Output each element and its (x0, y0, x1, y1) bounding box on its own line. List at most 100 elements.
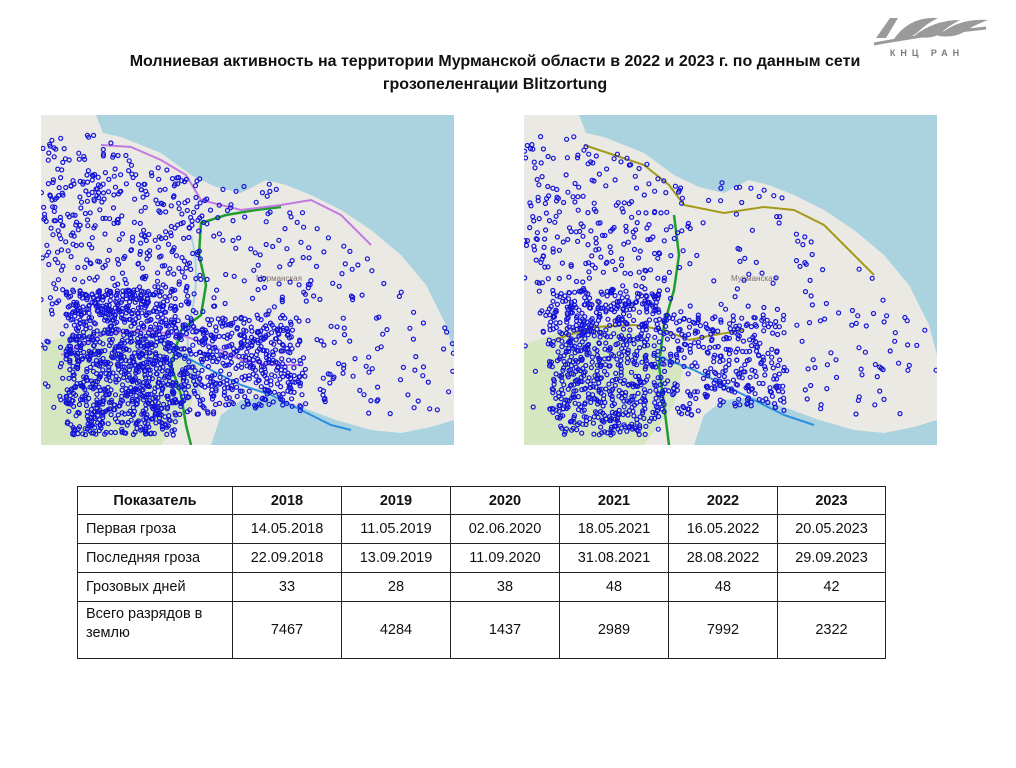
strike-point (872, 361, 878, 368)
strike-point (645, 236, 651, 243)
strike-point (171, 399, 177, 405)
strike-point (180, 369, 186, 375)
strike-point (735, 336, 741, 342)
strike-point (297, 407, 303, 414)
strike-point (550, 313, 556, 319)
strike-point (111, 348, 118, 354)
strike-point (50, 232, 56, 238)
strike-point (642, 286, 648, 292)
strike-point (664, 287, 671, 293)
strike-point (556, 247, 563, 253)
strike-point (543, 227, 549, 233)
strike-point (197, 401, 203, 407)
strike-point (211, 303, 217, 309)
strike-point (817, 318, 823, 324)
strike-point (748, 403, 754, 409)
strike-point (774, 348, 780, 354)
strike-point (618, 262, 625, 269)
strike-point (150, 292, 156, 298)
strike-point (739, 375, 745, 381)
strike-point (758, 360, 764, 367)
strike-point (91, 196, 97, 202)
strike-point (110, 205, 117, 211)
strike-point (350, 373, 356, 379)
strike-point (141, 181, 147, 187)
strike-point (83, 398, 89, 404)
strike-point (849, 322, 855, 328)
strike-point (264, 348, 270, 354)
strike-point (52, 256, 58, 262)
strike-point (685, 389, 691, 395)
strike-point (149, 333, 156, 339)
strike-point (760, 380, 766, 387)
strike-point (761, 328, 767, 334)
strike-point (155, 284, 161, 290)
strike-point (155, 314, 161, 320)
strike-point (78, 205, 84, 211)
row-label: Первая гроза (77, 514, 233, 544)
strike-point (544, 195, 550, 202)
strike-point (156, 234, 163, 240)
strike-point (106, 216, 113, 222)
strike-point (257, 252, 263, 258)
strike-point (115, 356, 121, 362)
strike-point (129, 398, 135, 404)
strike-point (554, 358, 561, 364)
strike-point (619, 395, 625, 401)
strike-point (663, 317, 670, 323)
strike-point (589, 253, 595, 259)
strike-point (229, 341, 235, 348)
strike-point (287, 319, 294, 325)
strike-point (280, 312, 286, 319)
strike-point (94, 186, 101, 192)
strike-point (153, 420, 159, 426)
strike-point (737, 258, 743, 264)
strike-point (573, 314, 580, 321)
strike-point (303, 401, 309, 407)
strike-point (119, 337, 125, 343)
strike-point (905, 367, 911, 373)
strike-point (139, 265, 146, 271)
strike-point (571, 343, 578, 349)
strike-point (194, 328, 200, 334)
strike-point (646, 221, 652, 228)
strike-point (106, 302, 112, 308)
strike-point (86, 395, 92, 401)
strike-point (585, 395, 592, 401)
strike-point (812, 365, 818, 371)
strike-point (220, 186, 226, 193)
strike-point (115, 261, 122, 267)
strike-point (733, 211, 739, 217)
strike-point (46, 150, 52, 156)
strike-point (264, 193, 270, 199)
strike-point (191, 388, 197, 394)
strike-point (111, 354, 117, 360)
strike-point (206, 322, 213, 328)
strike-point (251, 267, 257, 273)
strike-point (97, 371, 104, 377)
strike-point (626, 425, 632, 431)
strike-point (524, 343, 528, 349)
strike-point (420, 320, 426, 326)
strike-point (434, 407, 440, 413)
strike-point (211, 411, 217, 417)
strike-point (580, 421, 586, 427)
strike-point (164, 382, 171, 388)
strike-point (138, 187, 145, 193)
strike-point (872, 402, 878, 408)
strike-point (68, 183, 74, 189)
strike-point (559, 425, 565, 431)
strike-point (77, 347, 83, 353)
strike-point (306, 255, 312, 261)
strike-point (73, 413, 79, 419)
strike-point (320, 375, 326, 381)
strike-point (587, 416, 593, 422)
strike-point (95, 174, 101, 180)
strike-point (686, 317, 692, 323)
strike-point (804, 396, 810, 402)
strike-point (709, 385, 715, 391)
strike-point (137, 248, 144, 255)
strike-point (668, 351, 674, 357)
strike-point (580, 279, 586, 285)
strike-point (751, 314, 757, 321)
